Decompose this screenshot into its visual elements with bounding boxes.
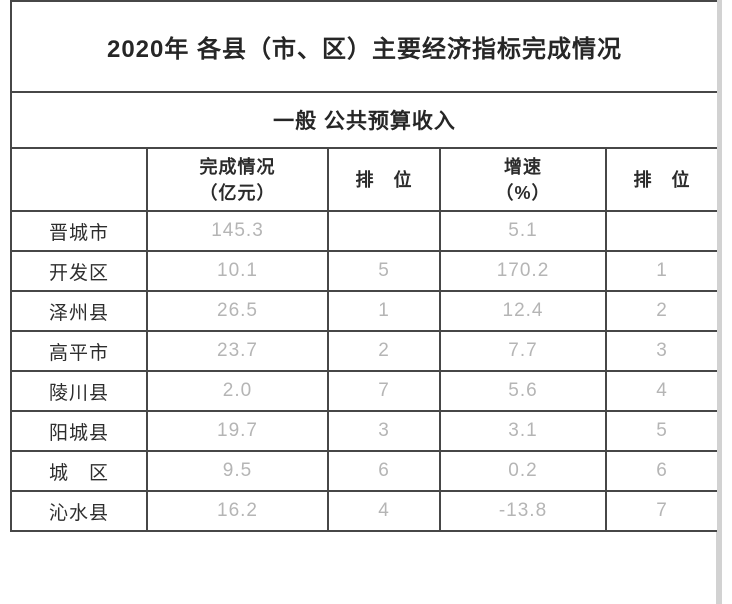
col-header-completion-line2: （亿元）	[199, 182, 276, 203]
table-row-lingchuanxian: 陵川县 2.0 7 5.6 4	[10, 370, 718, 412]
row-rank1: 3	[327, 410, 441, 452]
row-completion: 10.1	[146, 250, 329, 292]
row-growth: 170.2	[439, 250, 607, 292]
col-header-completion-line1: 完成情况	[199, 156, 276, 177]
subtitle-row: 一般 公共预算收入	[9, 91, 718, 149]
row-name: 阳城县	[10, 410, 148, 452]
row-growth: -13.8	[439, 490, 607, 532]
row-name: 高平市	[10, 330, 148, 372]
row-rank1: 4	[327, 490, 441, 532]
row-name: 陵川县	[10, 370, 148, 412]
row-rank2: 6	[604, 450, 718, 492]
table-row-kaifaqu: 开发区 10.1 5 170.2 1	[10, 250, 718, 292]
col-header-growth-line2: （%）	[495, 182, 551, 203]
row-rank2: 7	[604, 490, 718, 532]
row-name: 泽州县	[10, 290, 148, 332]
title-row: 2020年 各县（市、区）主要经济指标完成情况	[9, 0, 718, 93]
row-name: 开发区	[10, 250, 148, 292]
table-row-qinshuixian: 沁水县 16.2 4 -13.8 7	[10, 490, 718, 532]
col-header-rank2: 排 位	[604, 147, 718, 212]
row-rank1: 1	[327, 290, 441, 332]
row-name: 晋城市	[10, 210, 148, 252]
table-row-gaopingshi: 高平市 23.7 2 7.7 3	[10, 330, 718, 372]
row-completion: 23.7	[146, 330, 329, 372]
row-completion: 19.7	[146, 410, 329, 452]
table-row-yangchengxian: 阳城县 19.7 3 3.1 5	[10, 410, 718, 452]
row-completion: 145.3	[146, 210, 329, 252]
row-rank1	[327, 210, 441, 252]
table-row-chengqu: 城 区 9.5 6 0.2 6	[10, 450, 718, 492]
col-header-completion: 完成情况 （亿元）	[146, 147, 329, 212]
row-rank2: 2	[604, 290, 718, 332]
row-growth: 5.6	[439, 370, 607, 412]
row-rank1: 2	[327, 330, 441, 372]
row-growth: 3.1	[439, 410, 607, 452]
table-row-zezhouxian: 泽州县 26.5 1 12.4 2	[10, 290, 718, 332]
page-title: 2020年 各县（市、区）主要经济指标完成情况	[9, 0, 718, 93]
row-completion: 26.5	[146, 290, 329, 332]
section-title: 一般 公共预算收入	[9, 91, 718, 149]
col-header-name	[10, 147, 148, 212]
row-rank1: 5	[327, 250, 441, 292]
row-growth: 12.4	[439, 290, 607, 332]
table-row-jinchengshi: 晋城市 145.3 5.1	[10, 210, 718, 252]
row-rank2	[604, 210, 718, 252]
col-header-growth-line1: 增速	[504, 156, 542, 177]
row-name: 城 区	[10, 450, 148, 492]
col-header-rank1: 排 位	[327, 147, 441, 212]
row-rank2: 3	[604, 330, 718, 372]
row-completion: 16.2	[146, 490, 329, 532]
row-rank1: 6	[327, 450, 441, 492]
row-growth: 5.1	[439, 210, 607, 252]
row-rank1: 7	[327, 370, 441, 412]
row-growth: 7.7	[439, 330, 607, 372]
row-rank2: 4	[604, 370, 718, 412]
col-header-growth: 增速 （%）	[439, 147, 607, 212]
row-growth: 0.2	[439, 450, 607, 492]
row-completion: 9.5	[146, 450, 329, 492]
row-rank2: 1	[604, 250, 718, 292]
column-header-row: 完成情况 （亿元） 排 位 增速 （%） 排 位	[10, 147, 718, 212]
row-name: 沁水县	[10, 490, 148, 532]
row-completion: 2.0	[146, 370, 329, 412]
economic-indicators-table: 2020年 各县（市、区）主要经济指标完成情况 一般 公共预算收入 完成情况 （…	[9, 0, 718, 532]
row-rank2: 5	[604, 410, 718, 452]
